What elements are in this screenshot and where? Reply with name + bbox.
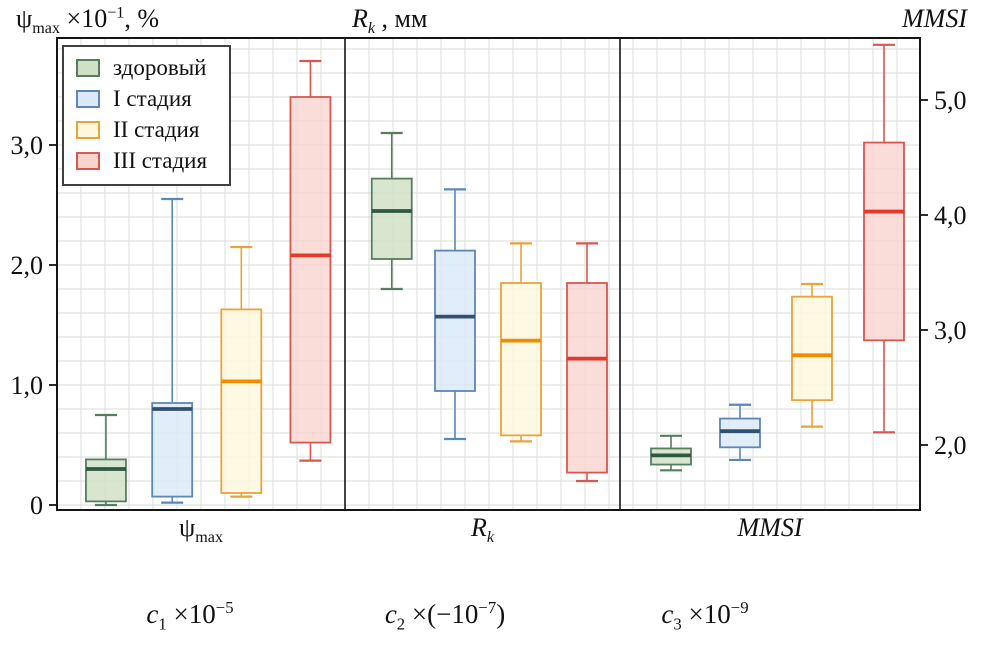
box-panel2-group2	[434, 188, 476, 441]
box-panel2-group4	[566, 242, 608, 483]
legend-item-healthy: здоровый	[76, 55, 207, 81]
c-subscript: 3	[673, 614, 682, 634]
legend-label-stage1: I стадия	[113, 86, 192, 111]
coefficient-label-c1: c1 ×10−5	[45, 598, 335, 634]
box-panel3-group2	[719, 403, 761, 462]
exponent-text: −9	[730, 598, 749, 617]
legend-swatch-stage1	[76, 90, 100, 108]
box-panel1-group4	[289, 59, 332, 462]
psi-symbol: ψ	[16, 4, 33, 33]
plot-border	[56, 37, 921, 511]
psi-subscript: max	[195, 529, 224, 547]
c-symbol: c	[661, 599, 674, 629]
x-label-mmsi: MMSI	[737, 513, 803, 542]
rk-subscript: k	[486, 529, 495, 547]
legend-item-stage3: III стадия	[76, 148, 207, 174]
rk-unit-text: , мм	[375, 4, 428, 33]
box-panel1-group2	[151, 197, 194, 504]
left-axis-tick-label: 2,0	[11, 251, 44, 280]
psi-subscript: max	[32, 20, 61, 38]
rk-symbol: R	[470, 513, 487, 542]
x-label-rk: Rk	[345, 513, 620, 547]
legend-label-healthy: здоровый	[113, 55, 207, 80]
multiplier-text: ×10	[60, 4, 108, 33]
exponent-text: −1	[107, 4, 125, 22]
legend-label-stage3: III стадия	[113, 148, 208, 173]
exponent-text: −7	[478, 598, 497, 617]
right-axis-tick-label: 2,0	[934, 431, 967, 460]
rk-subscript: k	[367, 20, 376, 38]
right-axis-tick-label: 3,0	[934, 316, 967, 345]
multiplier-text: ×(−10	[405, 599, 479, 629]
box-panel1-group1	[85, 413, 127, 507]
legend-item-stage1: I стадия	[76, 86, 207, 112]
right-axis-tick-label: 4,0	[934, 201, 967, 230]
legend-label-stage2: II стадия	[113, 117, 200, 142]
c-subscript: 2	[396, 614, 406, 634]
right-axis-tick-label: 5,0	[934, 86, 967, 115]
box-panel2-group1	[370, 131, 413, 291]
c-subscript: 1	[158, 614, 167, 634]
legend-swatch-stage3	[76, 152, 100, 170]
box-panel3-group3	[791, 282, 833, 428]
legend-swatch-healthy	[76, 59, 100, 77]
coefficient-label-c3: c3 ×10−9	[560, 598, 850, 634]
left-axis-tick-label: 3,0	[11, 131, 44, 160]
box-panel1-group3	[220, 245, 263, 498]
middle-axis-title: Rk , мм	[352, 4, 427, 38]
multiplier-text: ×10	[681, 599, 731, 629]
right-axis-title: MMSI	[902, 4, 967, 33]
legend-swatch-stage2	[76, 121, 100, 139]
c-symbol: c	[146, 599, 159, 629]
legend-item-stage2: II стадия	[76, 117, 207, 143]
psi-symbol: ψ	[178, 513, 196, 542]
box-panel2-group3	[500, 242, 542, 443]
left-axis-tick-label: 1,0	[11, 371, 44, 400]
exponent-text: −5	[215, 598, 234, 617]
left-axis-title: ψmax ×10−1, %	[16, 4, 159, 38]
x-label-psi: ψmax	[57, 513, 345, 547]
box-panel3-group4	[863, 43, 905, 434]
box-panel3-group1	[650, 434, 692, 472]
unit-text: , %	[124, 4, 160, 33]
tail-text: )	[496, 599, 506, 629]
multiplier-text: ×10	[166, 599, 216, 629]
c-symbol: c	[384, 599, 397, 629]
left-axis-tick-label: 0	[30, 491, 43, 520]
legend: здоровый I стадия II стадия III стадия	[62, 45, 232, 186]
rk-symbol: R	[352, 4, 368, 33]
coefficient-label-c2: c2 ×(−10−7)	[300, 598, 590, 634]
